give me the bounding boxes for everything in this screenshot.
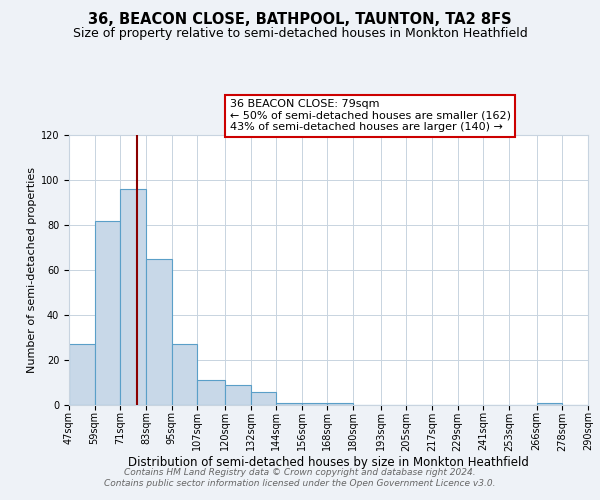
Bar: [225, 385, 251, 405]
Bar: [69, 344, 95, 405]
Text: Size of property relative to semi-detached houses in Monkton Heathfield: Size of property relative to semi-detach…: [73, 28, 527, 40]
Text: 36 BEACON CLOSE: 79sqm
← 50% of semi-detached houses are smaller (162)
43% of se: 36 BEACON CLOSE: 79sqm ← 50% of semi-det…: [230, 99, 511, 132]
Bar: [276, 403, 302, 405]
Bar: [172, 344, 197, 405]
Bar: [251, 392, 276, 405]
Bar: [328, 403, 353, 405]
Text: 36, BEACON CLOSE, BATHPOOL, TAUNTON, TA2 8FS: 36, BEACON CLOSE, BATHPOOL, TAUNTON, TA2…: [88, 12, 512, 28]
Bar: [146, 259, 172, 405]
X-axis label: Distribution of semi-detached houses by size in Monkton Heathfield: Distribution of semi-detached houses by …: [128, 456, 529, 469]
Bar: [302, 403, 328, 405]
Bar: [120, 189, 146, 405]
Bar: [197, 380, 225, 405]
Y-axis label: Number of semi-detached properties: Number of semi-detached properties: [26, 167, 37, 373]
Bar: [537, 403, 562, 405]
Bar: [95, 220, 120, 405]
Text: Contains HM Land Registry data © Crown copyright and database right 2024.
Contai: Contains HM Land Registry data © Crown c…: [104, 468, 496, 487]
